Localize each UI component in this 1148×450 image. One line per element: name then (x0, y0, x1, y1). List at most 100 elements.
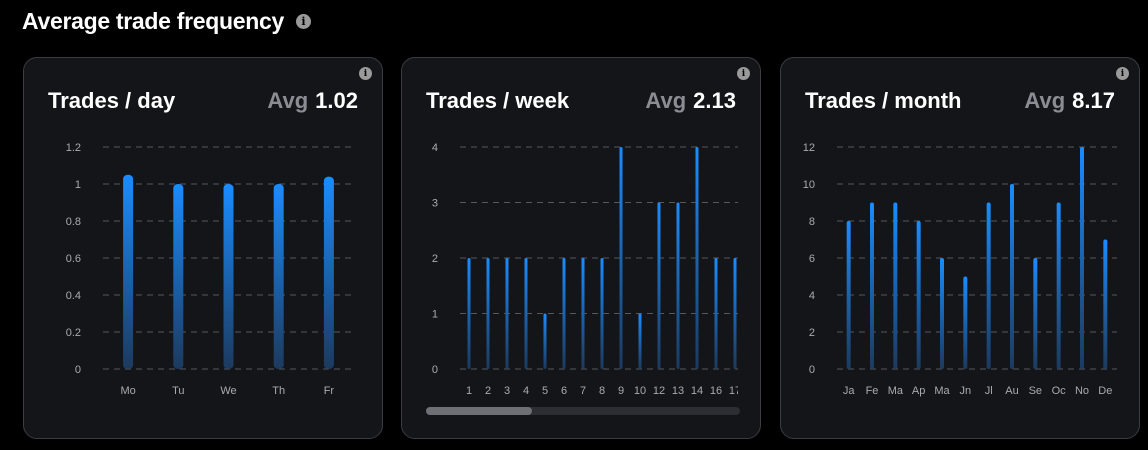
bar[interactable] (657, 202, 661, 370)
y-tick-label: 12 (803, 142, 815, 154)
x-tick-label: Fr (324, 385, 335, 397)
bar[interactable] (581, 258, 585, 369)
bar[interactable] (846, 221, 851, 369)
x-tick-label: Jn (960, 385, 972, 397)
avg-label: Avg (1024, 88, 1066, 113)
x-tick-label: 5 (542, 385, 548, 397)
x-tick-label: No (1075, 385, 1089, 397)
info-icon[interactable]: i (295, 14, 311, 29)
bar[interactable] (963, 276, 968, 370)
bar[interactable] (505, 258, 509, 369)
bar[interactable] (940, 258, 944, 369)
bar[interactable] (893, 202, 898, 370)
x-tick-label: Tu (172, 385, 184, 397)
bar[interactable] (916, 221, 921, 369)
trades-per-day-card: i Trades / day Avg 1.02 0 0.2 0.4 0.6 0.8 1 1.2… (23, 57, 383, 439)
x-tick-label: 1 (466, 385, 472, 397)
x-tick-label: 14 (691, 385, 703, 397)
y-tick-label: 0.4 (66, 290, 81, 302)
x-tick-label: Ma (888, 385, 904, 397)
y-tick-label: 1.2 (66, 142, 81, 154)
y-tick-label: 4 (809, 290, 815, 302)
bar[interactable] (223, 184, 234, 369)
bar[interactable] (123, 174, 134, 369)
bar[interactable] (562, 258, 566, 369)
x-tick-label: Oc (1052, 385, 1067, 397)
avg-value: 8.17 (1072, 88, 1115, 113)
bar[interactable] (273, 184, 284, 369)
y-tick-label: 1 (75, 179, 81, 191)
bar[interactable] (638, 313, 642, 370)
y-tick-label: 2 (432, 253, 438, 265)
y-tick-label: 0 (809, 364, 815, 376)
month-bar-chart: 0 2 4 6 8 10 12 Ja Fe Ma Ap Ma Jn Jl Au Se Oc No De (803, 142, 1117, 397)
panel-title: Trades / day (48, 88, 176, 113)
bar[interactable] (733, 258, 737, 369)
trades-per-week-card: i Trades / week Avg 2.13 0 1 2 3 4 1 2 3 4 5 6 7 8 9 10… (401, 57, 761, 439)
x-tick-label: Jl (985, 385, 993, 397)
bar[interactable] (323, 176, 334, 369)
x-tick-label: 8 (599, 385, 605, 397)
y-tick-label: 0.8 (66, 216, 81, 228)
x-tick-label: Se (1029, 385, 1042, 397)
x-tick-label: 6 (561, 385, 567, 397)
info-icon[interactable]: i (359, 67, 372, 80)
y-tick-label: 10 (803, 179, 815, 191)
bar[interactable] (1080, 147, 1084, 369)
y-tick-label: 1 (432, 309, 438, 321)
x-tick-label: Au (1005, 385, 1018, 397)
x-tick-label: Ap (912, 385, 925, 397)
page-title: Average trade frequency (22, 8, 284, 34)
info-icon[interactable]: i (1116, 67, 1129, 80)
x-tick-label: Mo (120, 385, 135, 397)
avg-value: 2.13 (693, 88, 736, 113)
avg-label: Avg (645, 88, 687, 113)
scrollbar-thumb[interactable] (426, 407, 532, 415)
bar[interactable] (1103, 239, 1108, 370)
info-icon[interactable]: i (737, 67, 750, 80)
bar[interactable] (1010, 184, 1014, 369)
x-tick-label: 16 (710, 385, 722, 397)
bar[interactable] (173, 184, 184, 369)
x-tick-label: Fe (866, 385, 879, 397)
x-tick-label: 7 (580, 385, 586, 397)
x-tick-label: 4 (523, 385, 529, 397)
day-bar-chart: 0 0.2 0.4 0.6 0.8 1 1.2 Mo Tu We Th Fr (66, 142, 354, 397)
bar[interactable] (695, 147, 699, 369)
y-tick-label: 8 (809, 216, 815, 228)
trades-per-month-card: i Trades / month Avg 8.17 0 2 4 6 8 10 12 Ja Fe Ma… (780, 57, 1140, 439)
section-header: Average trade frequency i (22, 8, 311, 35)
bar[interactable] (543, 313, 547, 370)
bar[interactable] (714, 258, 718, 369)
bar[interactable] (1056, 202, 1061, 370)
panel-average: Avg 1.02 (267, 88, 358, 114)
y-tick-label: 0 (432, 364, 438, 376)
x-tick-label: 12 (653, 385, 665, 397)
avg-value: 1.02 (315, 88, 358, 113)
chart-scrollbar[interactable] (426, 407, 740, 415)
x-tick-label: Ma (934, 385, 950, 397)
panel-title: Trades / week (426, 88, 570, 113)
x-tick-label: 10 (634, 385, 646, 397)
bar[interactable] (986, 202, 991, 370)
bar[interactable] (524, 258, 528, 369)
bar[interactable] (619, 147, 623, 369)
panel-title: Trades / month (805, 88, 962, 113)
y-tick-label: 0 (75, 364, 81, 376)
x-tick-label: 9 (618, 385, 624, 397)
bar[interactable] (870, 202, 874, 370)
y-tick-label: 4 (432, 142, 438, 154)
bar[interactable] (676, 202, 680, 370)
bar[interactable] (467, 258, 471, 369)
x-tick-label: Th (272, 385, 285, 397)
panel-average: Avg 2.13 (645, 88, 736, 114)
x-tick-label: 2 (485, 385, 491, 397)
bar[interactable] (600, 258, 604, 369)
y-tick-label: 0.6 (66, 253, 81, 265)
bar[interactable] (486, 258, 490, 369)
y-tick-label: 3 (432, 198, 438, 210)
y-tick-label: 2 (809, 327, 815, 339)
bar[interactable] (1033, 258, 1038, 369)
x-tick-label: We (220, 385, 236, 397)
